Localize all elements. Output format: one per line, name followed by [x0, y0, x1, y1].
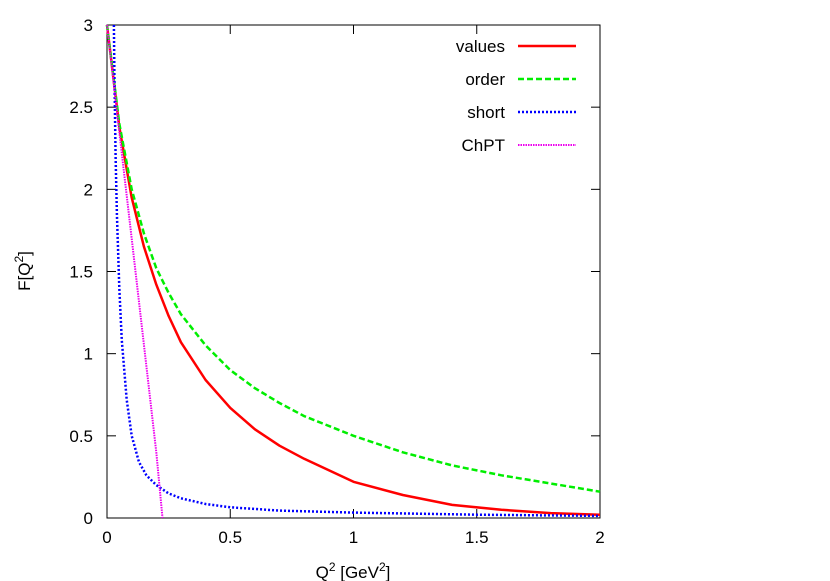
y-axis-title-close: ] [15, 251, 34, 256]
y-axis-title-sup: 2 [12, 256, 26, 263]
x-axis-title-base: Q [316, 563, 329, 581]
y-tick-label: 2.5 [69, 98, 93, 117]
x-tick-label: 0 [102, 528, 111, 547]
x-tick-label: 1 [349, 528, 358, 547]
legend-label: ChPT [462, 136, 505, 155]
series-line-values [105, 24, 601, 516]
y-tick-label: 0.5 [69, 427, 93, 446]
x-axis-title-unit-sup: 2 [379, 560, 386, 574]
y-axis-title: F[Q2] [12, 251, 34, 291]
y-tick-label: 1 [84, 345, 93, 364]
series-lines [105, 24, 601, 519]
x-axis-title-sup: 2 [329, 560, 336, 574]
x-axis-title-close: ] [386, 563, 391, 581]
y-tick-label: 0 [84, 509, 93, 528]
legend: values order short ChPT [456, 37, 576, 155]
y-tick-label: 2 [84, 180, 93, 199]
y-axis-title-base: F[Q [15, 263, 34, 291]
x-axis-title: Q2 [GeV2] [316, 560, 391, 581]
axis-ticks [106, 24, 601, 519]
legend-label: order [465, 70, 505, 89]
x-tick-labels: 0 0.5 1 1.5 2 [102, 528, 604, 547]
plot-frame [106, 24, 601, 519]
y-tick-labels: 0 0.5 1 1.5 2 2.5 3 [69, 16, 93, 528]
x-tick-label: 2 [595, 528, 604, 547]
series-line-short [112, 24, 601, 518]
legend-label: values [456, 37, 505, 56]
series-line-order [105, 24, 601, 493]
y-tick-label: 3 [84, 16, 93, 35]
x-tick-label: 1.5 [465, 528, 489, 547]
y-tick-label: 1.5 [69, 263, 93, 282]
legend-label: short [467, 103, 505, 122]
x-tick-label: 0.5 [218, 528, 242, 547]
series-line-chpt [106, 24, 164, 519]
x-axis-title-unit: [GeV [336, 563, 380, 581]
